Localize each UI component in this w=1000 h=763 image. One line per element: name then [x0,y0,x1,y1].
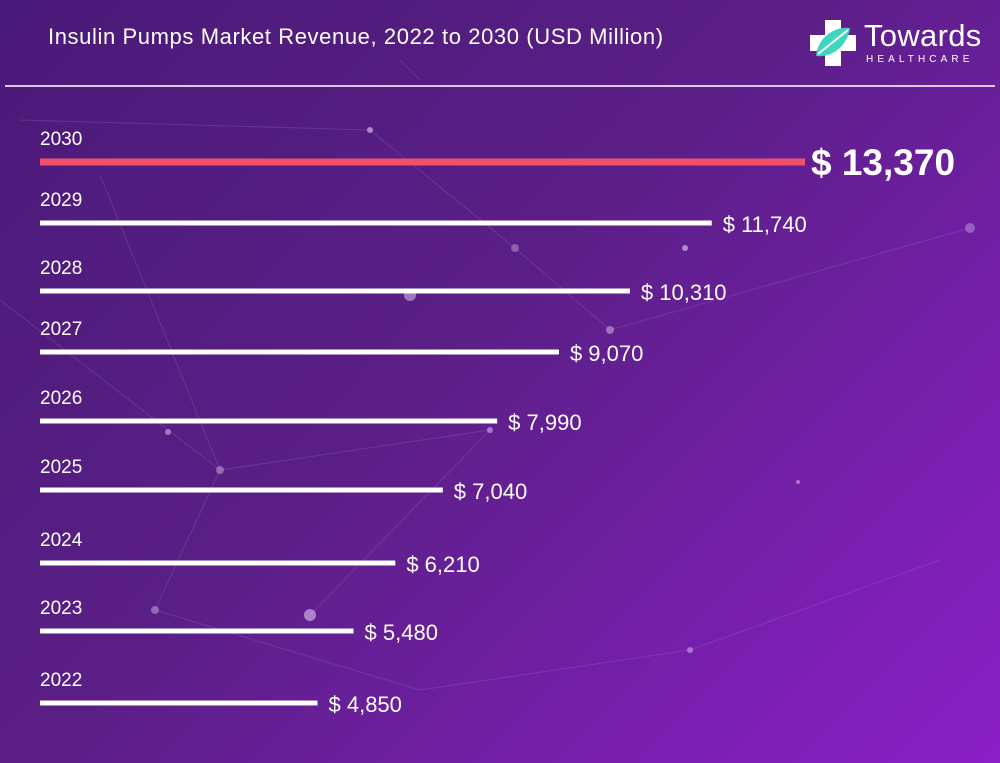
logo-name: Towards [864,18,982,53]
category-label: 2023 [40,598,82,619]
cross-leaf-icon [810,20,856,66]
bar-row-2027: 2027 $ 9,070 [40,319,643,366]
chart-title: Insulin Pumps Market Revenue, 2022 to 20… [48,24,664,49]
category-label: 2027 [40,319,82,340]
bar-row-2030: 2030 $ 13,370 [40,129,955,183]
bar [40,700,318,706]
header-divider [5,85,995,87]
value-label: $ 7,040 [454,479,527,504]
value-label: $ 7,990 [508,410,581,435]
value-label: $ 13,370 [811,142,955,183]
brand-logo: Towards HEALTHCARE [806,16,986,72]
category-label: 2029 [40,190,82,211]
bar-row-2023: 2023 $ 5,480 [40,598,438,645]
bar [40,628,354,634]
value-label: $ 5,480 [365,620,438,645]
value-label: $ 4,850 [329,692,402,717]
category-label: 2028 [40,258,82,279]
bar-row-2022: 2022 $ 4,850 [40,670,402,717]
logo-subtitle: HEALTHCARE [866,54,974,65]
category-label: 2022 [40,670,82,691]
value-label: $ 9,070 [570,341,643,366]
bar-chart: 2030 $ 13,370 2029 $ 11,740 2028 $ 10,310 2027… [40,129,955,717]
value-label: $ 11,740 [723,212,807,237]
bar [40,288,630,294]
value-label: $ 10,310 [641,280,727,305]
value-label: $ 6,210 [406,552,479,577]
category-label: 2026 [40,388,82,409]
bar [40,349,559,355]
bar-row-2026: 2026 $ 7,990 [40,388,582,435]
category-label: 2024 [40,530,83,551]
bar-row-2025: 2025 $ 7,040 [40,457,527,504]
bar-row-2029: 2029 $ 11,740 [40,190,807,237]
category-label: 2030 [40,129,82,150]
bar [40,487,443,493]
bar-row-2028: 2028 $ 10,310 [40,258,727,305]
bar [40,158,805,166]
bar-row-2024: 2024 $ 6,210 [40,530,480,577]
chart-header: Insulin Pumps Market Revenue, 2022 to 20… [0,0,1000,87]
bar [40,560,396,566]
category-label: 2025 [40,457,82,478]
bar [40,418,498,424]
bar [40,220,712,226]
